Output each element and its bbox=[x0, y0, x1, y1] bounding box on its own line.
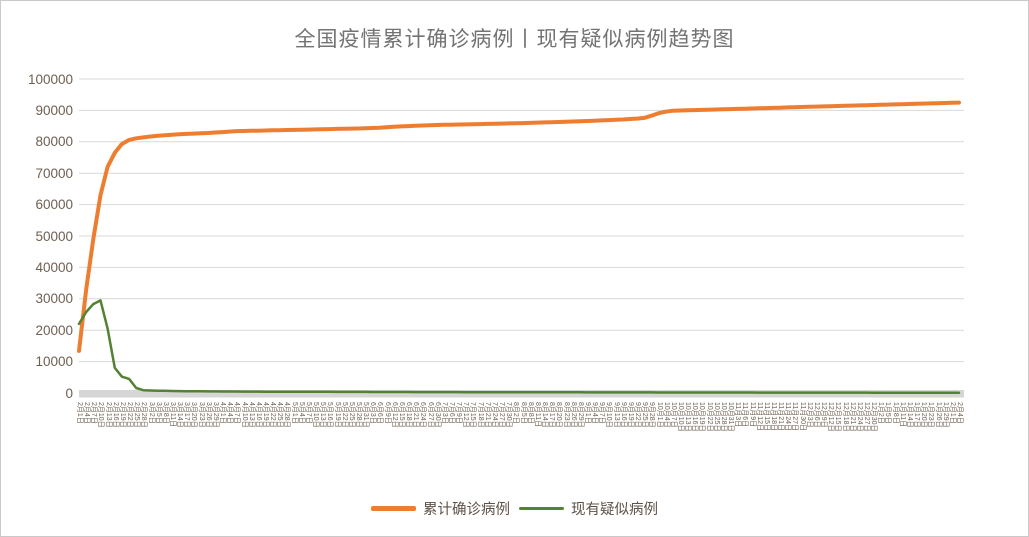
x-axis-label: 3月2日 bbox=[147, 402, 155, 424]
y-tick-label: 0 bbox=[65, 385, 73, 401]
y-tick-label: 80000 bbox=[35, 134, 73, 150]
x-axis-label: 11月27日 bbox=[791, 402, 799, 432]
y-tick-label: 20000 bbox=[35, 322, 73, 338]
y-tick-label: 70000 bbox=[35, 165, 73, 181]
x-axis-label: 8月23日 bbox=[562, 402, 570, 428]
suspected-series-line bbox=[77, 299, 961, 394]
y-tick-label: 90000 bbox=[35, 102, 73, 118]
y-tick-label: 30000 bbox=[35, 291, 73, 307]
x-axis-label: 10月1日 bbox=[655, 402, 663, 428]
y-tick-label: 100000 bbox=[27, 71, 73, 87]
x-axis-label: 1月26日 bbox=[934, 402, 942, 428]
x-axis-label: 4月10日 bbox=[240, 402, 248, 428]
confirmed-series-line bbox=[77, 100, 961, 353]
x-axis-label: 8月2日 bbox=[512, 402, 520, 424]
x-axis-label: 4月7日 bbox=[233, 402, 241, 424]
legend: 累计确诊病例 现有疑似病例 bbox=[1, 498, 1028, 519]
legend-item-suspected: 现有疑似病例 bbox=[519, 498, 658, 519]
x-axis-label: 9月28日 bbox=[648, 402, 656, 428]
x-axis-label: 11月30日 bbox=[798, 402, 806, 432]
x-axis-label: 6月27日 bbox=[426, 402, 434, 428]
y-tick-label: 40000 bbox=[35, 259, 73, 275]
x-axis-label: 11月6日 bbox=[741, 402, 749, 428]
legend-item-confirmed: 累计确诊病例 bbox=[371, 498, 510, 519]
x-axis-label: 1月5日 bbox=[884, 402, 892, 424]
legend-label-suspected: 现有疑似病例 bbox=[571, 502, 658, 518]
x-axis-label: 1月8日 bbox=[891, 402, 899, 424]
x-axis-label: 6月6日 bbox=[376, 402, 384, 424]
x-axis-label: 5月19日 bbox=[333, 402, 341, 428]
x-axis-label: 8月5日 bbox=[519, 402, 527, 424]
y-tick-label: 10000 bbox=[35, 354, 73, 370]
x-axis-label: 5月16日 bbox=[326, 402, 334, 428]
x-axis-band bbox=[79, 390, 964, 398]
x-axis-label: 11月9日 bbox=[748, 402, 756, 428]
x-axis-label: 9月13日 bbox=[612, 402, 620, 428]
y-tick-label: 60000 bbox=[35, 197, 73, 213]
x-axis-label: 4月28日 bbox=[283, 402, 291, 428]
x-axis-label: 12月15日 bbox=[834, 402, 842, 432]
x-axis-label: 10月19日 bbox=[698, 402, 706, 432]
x-axis-label: 1月23日 bbox=[927, 402, 935, 428]
x-axis-label: 8月20日 bbox=[555, 402, 563, 428]
chart-title: 全国疫情累计确诊病例丨现有疑似病例趋势图 bbox=[294, 28, 735, 51]
x-axis-label: 2月4日 bbox=[956, 402, 963, 424]
x-axis-label: 2月13日 bbox=[104, 402, 112, 428]
x-axis-label: 3月20日 bbox=[190, 402, 198, 428]
x-axis-label: 3月23日 bbox=[197, 402, 205, 428]
x-axis-label: 9月10日 bbox=[605, 402, 613, 428]
y-tick-label: 50000 bbox=[35, 228, 73, 244]
x-axis-label: 2月10日 bbox=[97, 402, 105, 428]
x-axis-label: 6月24日 bbox=[419, 402, 427, 428]
x-axis-label: 2月28日 bbox=[140, 402, 148, 428]
confirmed-line-swatch bbox=[371, 506, 416, 511]
suspected-line-swatch bbox=[519, 506, 564, 511]
legend-label-confirmed: 累计确诊病例 bbox=[423, 502, 510, 518]
x-axis-label: 7月15日 bbox=[469, 402, 477, 428]
x-axis-label: 12月18日 bbox=[841, 402, 849, 432]
x-axis-label: 10月22日 bbox=[705, 402, 713, 432]
x-axis-label: 5月1日 bbox=[290, 402, 298, 424]
